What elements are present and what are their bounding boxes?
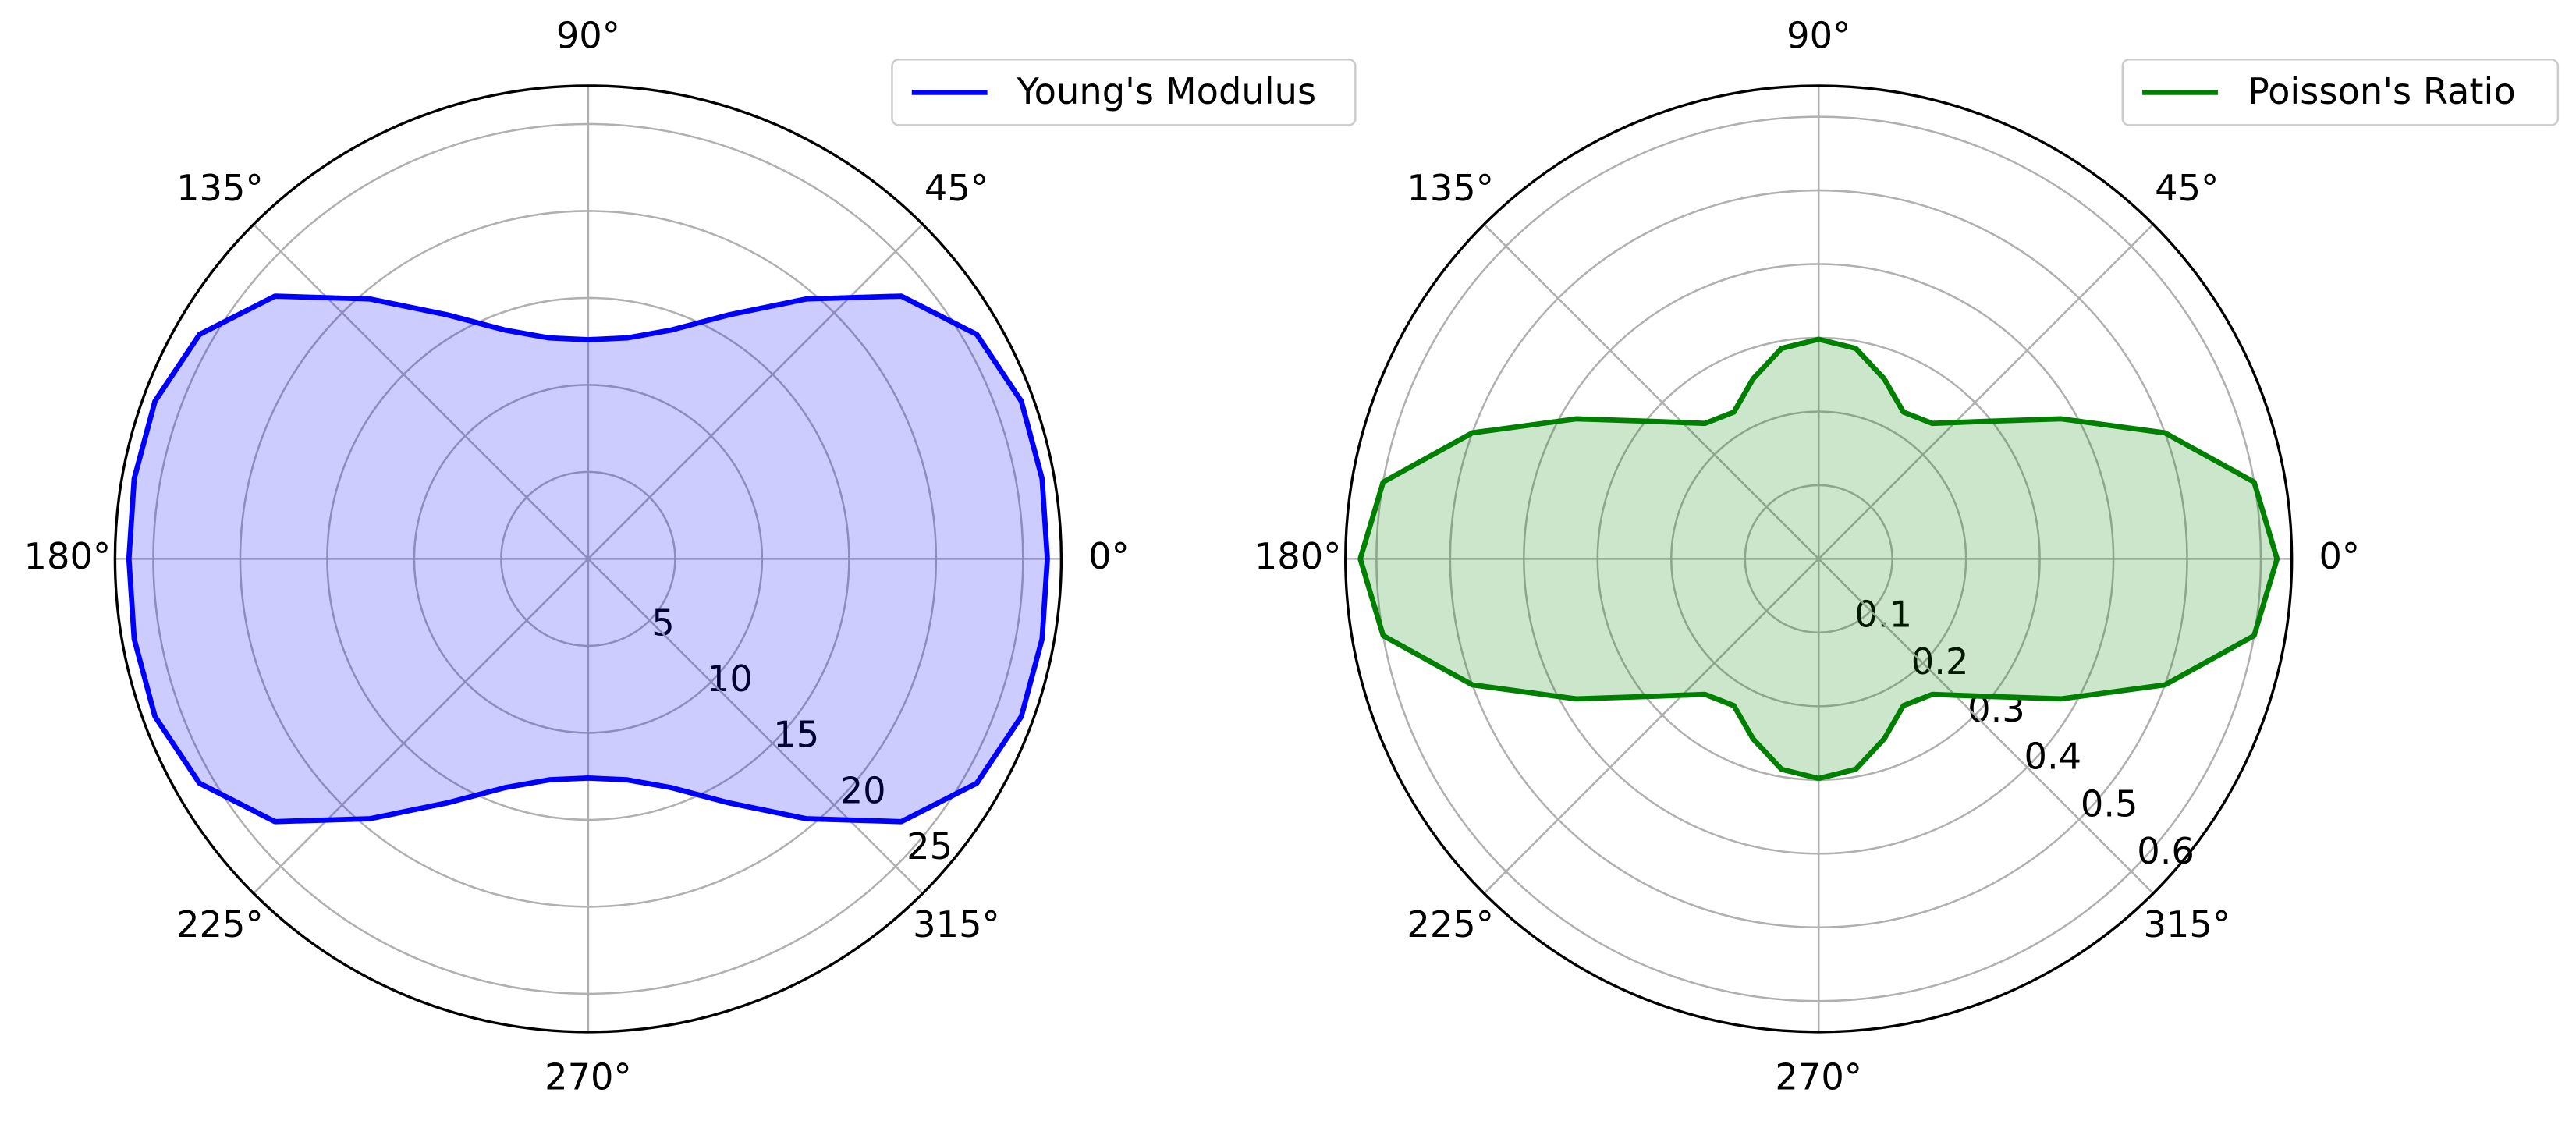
theta-tick-label: 45°	[924, 167, 988, 209]
grid-spoke	[253, 223, 589, 560]
grid-spoke	[1818, 223, 2154, 560]
legend-box	[2121, 58, 2560, 126]
grid-spoke	[587, 223, 924, 560]
polar-frame	[1344, 84, 2294, 1034]
grid-spoke	[1483, 223, 1820, 560]
r-tick-label: 0.1	[1854, 593, 1912, 635]
legend-label: Young's Modulus	[1017, 70, 1317, 112]
grid-spoke	[1483, 558, 1820, 895]
grid-spoke	[253, 558, 589, 895]
r-tick-label: 10	[707, 658, 753, 700]
theta-tick-label: 45°	[2155, 167, 2219, 209]
theta-tick-label: 270°	[1775, 1055, 1862, 1098]
theta-tick-label: 315°	[913, 903, 1000, 945]
r-tick-label: 0.4	[2024, 736, 2082, 778]
theta-tick-label: 0°	[1088, 535, 1130, 577]
theta-tick-label: 135°	[176, 167, 264, 209]
theta-tick-label: 90°	[1787, 14, 1850, 56]
r-tick-label: 0.5	[2081, 782, 2138, 825]
theta-tick-label: 180°	[24, 535, 112, 577]
grid-spoke	[1818, 558, 2154, 895]
legend-box	[891, 58, 1357, 126]
polar-frame	[113, 84, 1063, 1034]
theta-tick-label: 225°	[176, 903, 264, 945]
series-area	[126, 293, 1050, 825]
theta-tick-label: 270°	[545, 1055, 632, 1098]
theta-tick-label: 225°	[1407, 903, 1494, 945]
r-tick-label: 15	[773, 714, 819, 756]
theta-tick-label: 0°	[2319, 535, 2360, 577]
r-tick-label: 5	[651, 601, 674, 644]
theta-tick-label: 315°	[2143, 903, 2230, 945]
r-tick-label: 20	[840, 769, 886, 811]
series-area	[1357, 336, 2280, 782]
theta-tick-label: 180°	[1254, 535, 1342, 577]
theta-tick-label: 135°	[1407, 167, 1494, 209]
r-tick-label: 0.6	[2137, 830, 2195, 872]
theta-tick-label: 90°	[556, 14, 620, 56]
grid-spoke	[587, 558, 924, 895]
r-tick-label: 25	[907, 825, 953, 867]
legend-label: Poisson's Ratio	[2248, 70, 2516, 112]
